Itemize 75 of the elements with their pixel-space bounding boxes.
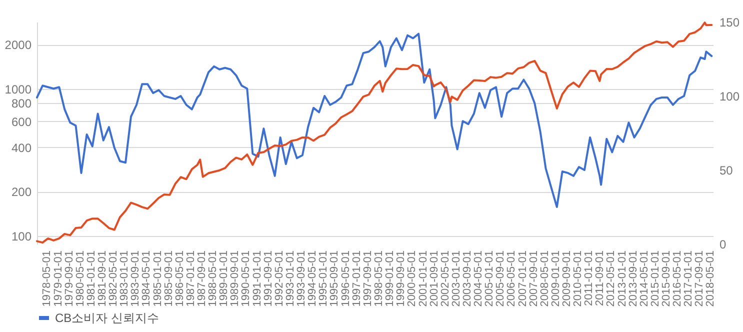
x-tick-label: 1994-05-01 — [306, 250, 319, 307]
x-tick-label: 1987-09-01 — [196, 250, 208, 307]
x-tick-label: 2018-05-01 — [704, 250, 717, 307]
x-tick-label: 1998-05-01 — [372, 250, 385, 307]
y-tick-label: 400 — [11, 140, 32, 155]
x-tick-label: 1985-01-01 — [152, 250, 164, 307]
y2-tick-label: 150 — [720, 16, 740, 30]
x-tick-label: 1987-01-01 — [184, 250, 197, 307]
x-tick-label: 2016-05-01 — [672, 250, 684, 307]
x-tick-label: 2007-01-01 — [516, 250, 529, 307]
x-tick-label: 2001-01-01 — [417, 250, 430, 307]
x-tick-label: 2017-09-01 — [694, 250, 706, 307]
x-tick-label: 2009-01-01 — [550, 250, 562, 307]
x-tick-label: 1979-09-01 — [63, 250, 76, 307]
x-tick-label: 1990-05-01 — [240, 250, 252, 307]
x-tick-label: 1979-01-01 — [52, 250, 64, 307]
x-tick-label: 1981-01-01 — [85, 250, 98, 307]
x-tick-label: 2001-09-01 — [428, 250, 440, 307]
x-tick-label: 1989-09-01 — [229, 250, 242, 307]
x-tick-label: 1989-01-01 — [218, 250, 230, 307]
x-tick-label: 2005-09-01 — [494, 250, 507, 307]
x-tick-label: 1984-05-01 — [140, 250, 153, 307]
y2-tick-label: 100 — [720, 90, 740, 104]
x-tick-label: 2003-01-01 — [450, 250, 462, 307]
x-tick-label: 2015-01-01 — [649, 250, 662, 307]
x-tick-label: 2013-01-01 — [616, 250, 628, 307]
x-tick-label: 1985-09-01 — [162, 250, 175, 307]
x-tick-label: 1983-09-01 — [130, 250, 142, 307]
x-tick-label: 1993-01-01 — [284, 250, 297, 307]
x-tick-label: 2017-01-01 — [682, 250, 695, 307]
y-tick-label: 1000 — [4, 82, 32, 96]
x-tick-label: 2008-05-01 — [538, 250, 551, 307]
y-tick-label: 800 — [11, 96, 32, 111]
x-tick-label: 1999-01-01 — [384, 250, 396, 307]
x-tick-label: 2004-05-01 — [472, 250, 484, 307]
y2-tick-label: 0 — [720, 238, 726, 252]
x-tick-label: 2015-09-01 — [660, 250, 673, 307]
x-tick-label: 1991-09-01 — [262, 250, 274, 307]
line-series — [36, 22, 713, 244]
x-tick-label: 1983-01-01 — [118, 250, 131, 307]
x-tick-label: 2012-05-01 — [605, 250, 618, 307]
x-tick-label: 2013-09-01 — [627, 250, 640, 307]
x-tick-label: 1978-05-01 — [41, 250, 54, 307]
x-tick-label: 1986-05-01 — [174, 250, 186, 307]
x-tick-label: 1980-05-01 — [74, 250, 86, 307]
x-tick-label: 1993-09-01 — [296, 250, 308, 307]
x-tick-label: 1996-05-01 — [340, 250, 352, 307]
x-tick-label: 1992-05-01 — [273, 250, 286, 307]
legend-label: CB소비자 신뢰지수 — [55, 311, 160, 325]
x-tick-label: 1981-09-01 — [96, 250, 108, 307]
x-tick-label: 1997-01-01 — [350, 250, 363, 307]
x-tick-label: 1988-05-01 — [207, 250, 220, 307]
y2-tick-label: 50 — [720, 164, 734, 178]
x-tick-label: 2005-01-01 — [484, 250, 496, 307]
x-tick-label: 1999-09-01 — [395, 250, 408, 307]
line-series — [36, 32, 713, 208]
y-tick-label: 2000 — [4, 38, 32, 52]
x-tick-label: 1995-01-01 — [318, 250, 330, 307]
x-tick-label: 2003-09-01 — [461, 250, 474, 307]
y-tick-label: 600 — [11, 114, 32, 129]
x-tick-label: 1995-09-01 — [328, 250, 341, 307]
x-tick-label: 2000-05-01 — [406, 250, 418, 307]
x-tick-label: 2011-01-01 — [583, 250, 596, 306]
x-tick-label: 2014-05-01 — [638, 250, 650, 307]
x-tick-label: 2011-09-01 — [594, 250, 606, 306]
x-tick-label: 1997-09-01 — [362, 250, 374, 307]
x-tick-label: 2007-09-01 — [528, 250, 540, 307]
y-tick-label: 100 — [11, 229, 32, 244]
x-tick-label: 2010-05-01 — [572, 250, 584, 307]
x-tick-label: 2006-05-01 — [506, 250, 518, 307]
x-tick-label: 1991-01-01 — [251, 250, 264, 307]
x-tick-label: 2002-05-01 — [439, 250, 452, 307]
x-tick-label: 1982-05-01 — [107, 250, 120, 307]
y-tick-label: 200 — [11, 185, 32, 200]
x-tick-label: 2009-09-01 — [561, 250, 574, 307]
